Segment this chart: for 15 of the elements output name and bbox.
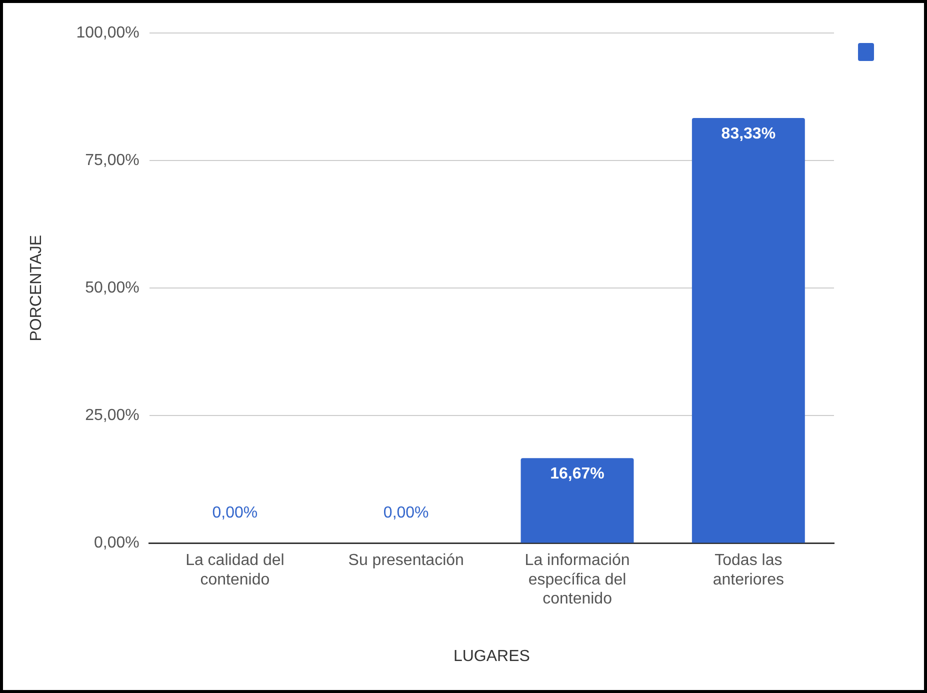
y-tick-label: 100,00% [76,24,140,42]
y-tick-label: 0,00% [94,534,140,552]
y-tick-label: 50,00% [85,280,140,297]
x-tick-label: Su presentación [348,552,464,570]
x-tick-label: La información específica del contenido [524,552,630,608]
x-tick-label: Todas las anteriores [712,552,784,588]
data-label: 83,33% [721,125,776,142]
data-label: 0,00% [212,504,258,522]
y-axis-title: PORCENTAJE [28,234,46,342]
y-tick-label: 75,00% [85,152,140,169]
data-label: 0,00% [383,504,429,522]
x-tick-label: La calidad del contenido [186,552,284,588]
x-axis-title: LUGARES [453,648,530,665]
data-label: 16,67% [550,466,604,483]
y-tick-label: 25,00% [85,407,140,424]
